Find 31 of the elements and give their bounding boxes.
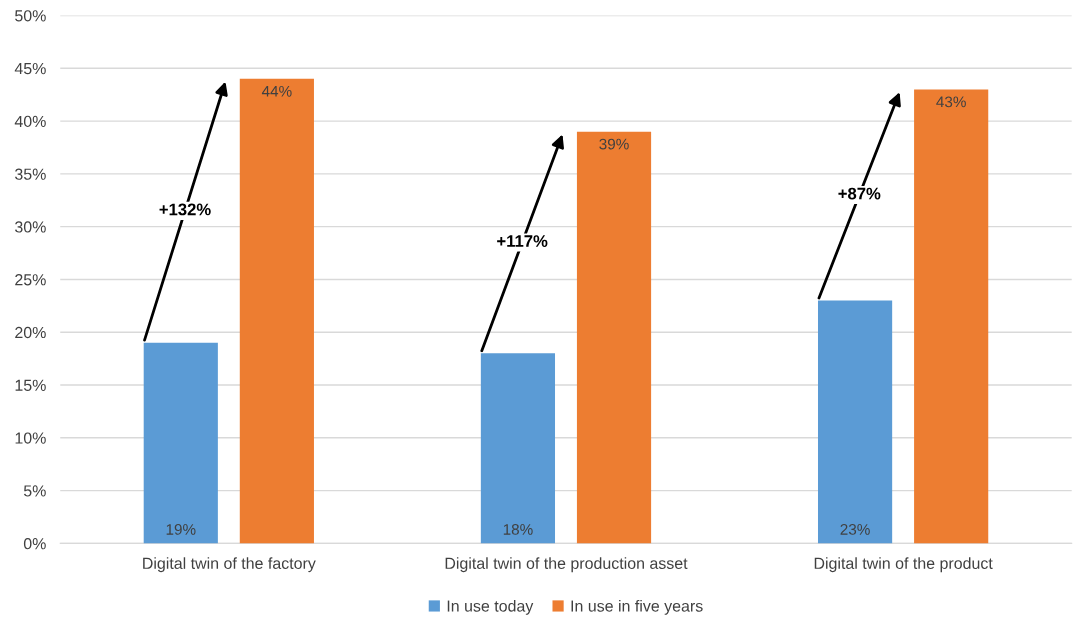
y-tick-label: 0%: [23, 538, 46, 550]
annotation: +132%: [159, 203, 211, 216]
y-tick-label: 50%: [15, 10, 46, 22]
bar: [576, 131, 652, 544]
legend-label: In use today: [447, 599, 534, 615]
bar: [480, 353, 556, 544]
data-label: 18%: [503, 523, 533, 535]
x-tick-label: Digital twin of the product: [814, 557, 993, 573]
bar: [239, 78, 314, 544]
y-tick-label: 30%: [15, 221, 46, 233]
bar: [143, 342, 218, 544]
data-label: 43%: [936, 96, 966, 108]
data-label: 19%: [166, 523, 196, 535]
y-tick-label: 35%: [15, 168, 46, 180]
annotation: +87%: [838, 187, 881, 200]
annotation: +117%: [497, 235, 548, 247]
x-tick-label: Digital twin of the factory: [143, 557, 316, 573]
y-tick-label: 40%: [14, 115, 46, 128]
bar: [914, 89, 989, 544]
data-label: 23%: [840, 523, 870, 535]
y-tick-label: 20%: [15, 326, 46, 339]
data-label: 39%: [599, 138, 629, 150]
data-label: 44%: [261, 85, 292, 97]
y-tick-label: 25%: [15, 274, 46, 286]
legend-label: In use in five years: [571, 599, 703, 615]
x-tick-label: Digital twin of the production asset: [445, 557, 688, 573]
y-tick-label: 10%: [15, 432, 46, 444]
y-tick-label: 45%: [14, 63, 46, 75]
y-tick-label: 5%: [23, 485, 46, 497]
y-tick-label: 15%: [15, 379, 46, 391]
bar: [817, 300, 893, 544]
